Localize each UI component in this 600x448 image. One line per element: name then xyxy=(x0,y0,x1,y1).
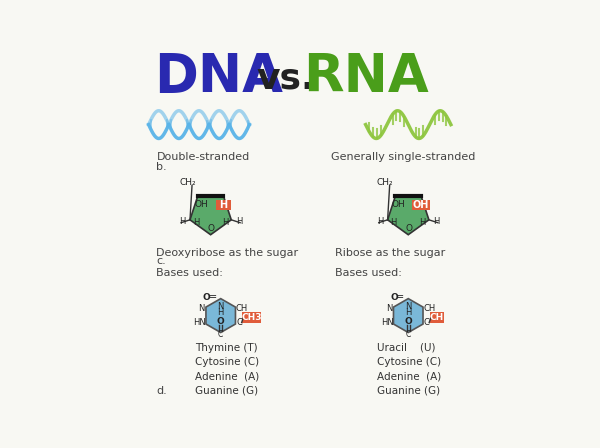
Text: OH: OH xyxy=(194,200,208,210)
Text: H: H xyxy=(433,217,440,226)
Text: H: H xyxy=(236,217,242,226)
Text: RNA: RNA xyxy=(303,51,428,103)
Text: H: H xyxy=(391,218,397,228)
Polygon shape xyxy=(388,196,429,235)
Text: OH: OH xyxy=(392,200,406,210)
FancyBboxPatch shape xyxy=(215,199,231,211)
Text: OH: OH xyxy=(413,200,429,210)
Text: Double-stranded: Double-stranded xyxy=(157,152,250,162)
Text: H: H xyxy=(179,217,185,226)
Text: C: C xyxy=(424,318,430,327)
Text: Generally single-stranded: Generally single-stranded xyxy=(331,152,475,162)
Text: Deoxyribose as the sugar: Deoxyribose as the sugar xyxy=(157,248,299,258)
Text: Uracil    (U)
Cytosine (C)
Adenine  (A)
Guanine (G): Uracil (U) Cytosine (C) Adenine (A) Guan… xyxy=(377,343,442,396)
Text: O: O xyxy=(217,317,224,326)
FancyBboxPatch shape xyxy=(412,199,430,211)
Text: H: H xyxy=(405,308,412,317)
Text: O: O xyxy=(208,224,215,233)
Text: H: H xyxy=(222,218,228,228)
Text: b.: b. xyxy=(157,162,167,172)
Polygon shape xyxy=(206,299,235,332)
Text: Thymine (T)
Cytosine (C)
Adenine  (A)
Guanine (G): Thymine (T) Cytosine (C) Adenine (A) Gua… xyxy=(195,343,259,396)
Text: N: N xyxy=(405,302,412,311)
Text: H: H xyxy=(193,218,199,228)
Text: C: C xyxy=(236,318,242,327)
Text: DNA: DNA xyxy=(154,51,283,103)
Text: O: O xyxy=(406,224,413,233)
Text: CH₂: CH₂ xyxy=(179,178,196,187)
Text: CH₂: CH₂ xyxy=(377,178,394,187)
Polygon shape xyxy=(190,196,231,235)
Text: Ribose as the sugar: Ribose as the sugar xyxy=(335,248,445,258)
Text: H: H xyxy=(220,200,227,210)
Text: C: C xyxy=(406,330,411,339)
Text: O: O xyxy=(203,293,211,302)
Text: N: N xyxy=(218,302,224,311)
Text: =: = xyxy=(209,292,217,302)
Text: O: O xyxy=(404,317,412,326)
Text: Bases used:: Bases used: xyxy=(157,268,223,278)
FancyBboxPatch shape xyxy=(430,313,444,323)
Text: N: N xyxy=(198,304,205,313)
Text: C: C xyxy=(218,330,223,339)
Text: HN: HN xyxy=(193,318,206,327)
Text: O: O xyxy=(391,293,398,302)
Text: CH: CH xyxy=(430,313,444,323)
Text: CH3: CH3 xyxy=(241,313,262,323)
Text: vs.: vs. xyxy=(256,61,315,95)
Text: H: H xyxy=(218,308,224,317)
Text: H: H xyxy=(377,217,383,226)
Text: N: N xyxy=(386,304,392,313)
Text: =: = xyxy=(397,292,404,302)
FancyBboxPatch shape xyxy=(242,313,261,323)
Text: CH: CH xyxy=(423,304,436,313)
Text: H: H xyxy=(419,218,426,228)
Text: d.: d. xyxy=(157,386,167,396)
Text: CH: CH xyxy=(236,304,248,313)
Text: HN: HN xyxy=(381,318,394,327)
Text: c.: c. xyxy=(157,256,166,266)
Text: Bases used:: Bases used: xyxy=(335,268,401,278)
Polygon shape xyxy=(394,299,423,332)
